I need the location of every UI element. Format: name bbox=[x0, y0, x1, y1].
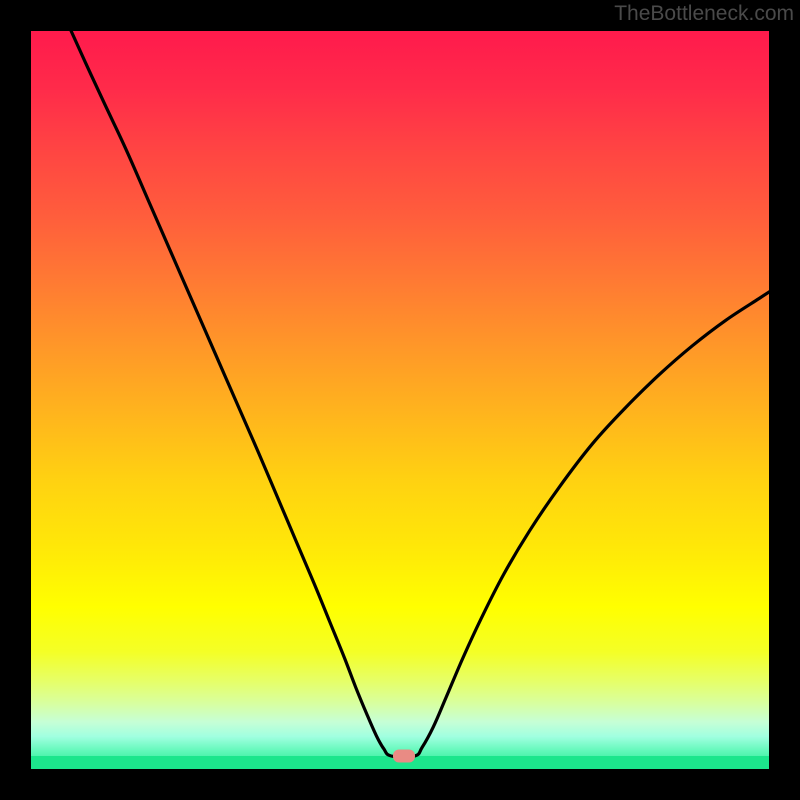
attribution-text: TheBottleneck.com bbox=[614, 2, 794, 26]
plot-frame bbox=[30, 30, 770, 770]
